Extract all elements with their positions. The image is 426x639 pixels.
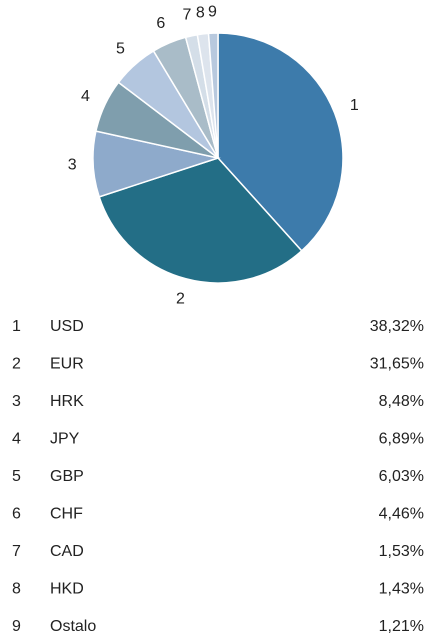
row-id: 7: [12, 543, 21, 560]
row-value: 1,43%: [379, 581, 424, 598]
slice-label: 1: [350, 97, 359, 114]
row-currency: JPY: [50, 431, 80, 448]
slice-label: 3: [68, 156, 77, 173]
row-id: 8: [12, 581, 21, 598]
row-value: 4,46%: [379, 506, 424, 523]
row-id: 2: [12, 356, 21, 373]
row-currency: USD: [50, 318, 84, 335]
slice-label: 4: [81, 88, 90, 105]
row-value: 8,48%: [379, 393, 424, 410]
row-value: 1,21%: [379, 618, 424, 635]
row-currency: HKD: [50, 581, 84, 598]
row-id: 1: [12, 318, 21, 335]
row-currency: GBP: [50, 468, 84, 485]
row-currency: CHF: [50, 506, 83, 523]
row-id: 5: [12, 468, 21, 485]
row-value: 6,89%: [379, 431, 424, 448]
row-value: 1,53%: [379, 543, 424, 560]
row-value: 38,32%: [370, 318, 424, 335]
pie-slice: [207, 32, 219, 159]
row-value: 6,03%: [379, 468, 424, 485]
slice-label: 7: [183, 7, 192, 24]
row-id: 9: [12, 618, 21, 635]
slice-label: 6: [156, 15, 165, 32]
row-id: 4: [12, 431, 21, 448]
row-value: 31,65%: [370, 356, 424, 373]
pie-slice: [98, 157, 303, 284]
row-currency: CAD: [50, 543, 84, 560]
row-currency: Ostalo: [50, 618, 96, 635]
slice-label: 5: [116, 41, 125, 58]
row-currency: EUR: [50, 356, 84, 373]
row-currency: HRK: [50, 393, 84, 410]
slice-label: 2: [176, 290, 185, 307]
slice-label: 8: [196, 4, 205, 21]
pie-slice: [217, 32, 344, 252]
row-id: 3: [12, 393, 21, 410]
row-id: 6: [12, 506, 21, 523]
slice-label: 9: [208, 3, 217, 20]
